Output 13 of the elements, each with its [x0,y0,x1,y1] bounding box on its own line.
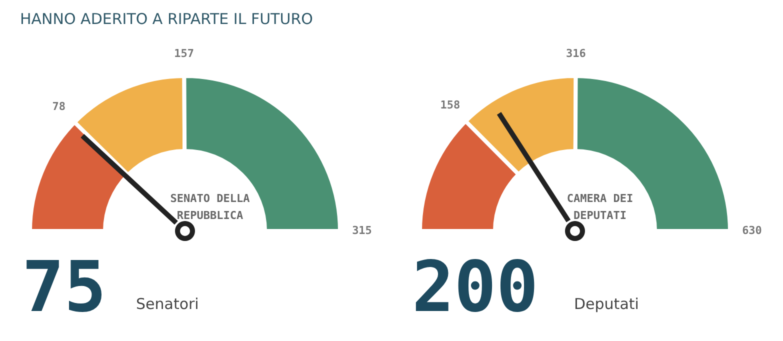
text: CAMERA DEI DEPUTATI [566,192,634,222]
text: 78 [52,100,66,113]
text: SENATO DELLA REPUBBLICA [170,192,250,222]
text: 200 [412,246,538,328]
text: 75 [22,246,106,328]
text: 630 [742,224,762,237]
text: 158 [440,98,460,112]
text: 315 [352,224,372,237]
chart-title: HANNO ADERITO A RIPARTE IL FUTURO [20,10,313,28]
text: 316 [566,47,586,60]
text: Senatori [136,295,199,313]
text: Deputati [574,295,639,313]
text: 157 [174,47,194,60]
